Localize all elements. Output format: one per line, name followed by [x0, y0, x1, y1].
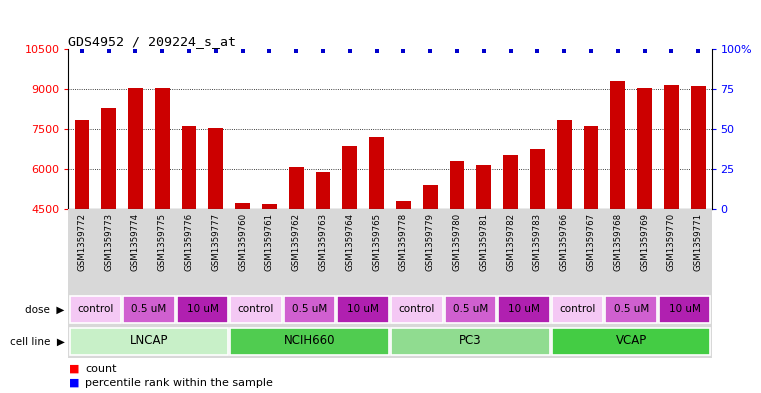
Text: control: control — [238, 304, 274, 314]
Text: GSM1359764: GSM1359764 — [345, 213, 355, 271]
Text: ■: ■ — [68, 378, 79, 388]
Bar — [75, 119, 89, 209]
Text: dose  ▶: dose ▶ — [25, 304, 65, 314]
Text: GSM1359768: GSM1359768 — [613, 213, 622, 271]
Bar — [498, 296, 549, 323]
Text: GSM1359783: GSM1359783 — [533, 213, 542, 271]
Bar — [231, 296, 282, 323]
Text: 10 uM: 10 uM — [508, 304, 540, 314]
Text: 0.5 uM: 0.5 uM — [292, 304, 327, 314]
Bar — [691, 86, 705, 209]
Text: GSM1359763: GSM1359763 — [319, 213, 327, 271]
Bar — [530, 149, 545, 209]
Text: control: control — [399, 304, 435, 314]
Text: GSM1359781: GSM1359781 — [479, 213, 489, 271]
Bar — [444, 296, 496, 323]
Text: GSM1359776: GSM1359776 — [185, 213, 193, 271]
Text: cell line  ▶: cell line ▶ — [10, 336, 65, 347]
Text: GSM1359780: GSM1359780 — [453, 213, 461, 271]
Bar — [231, 328, 389, 355]
Text: VCAP: VCAP — [616, 334, 647, 347]
Bar — [128, 88, 143, 209]
Text: percentile rank within the sample: percentile rank within the sample — [85, 378, 273, 388]
Bar — [503, 156, 518, 209]
Bar — [177, 296, 228, 323]
Bar — [182, 126, 196, 209]
Bar — [209, 128, 223, 209]
Bar — [396, 201, 411, 209]
Text: GSM1359760: GSM1359760 — [238, 213, 247, 271]
Bar — [557, 119, 572, 209]
Text: GSM1359769: GSM1359769 — [640, 213, 649, 271]
Text: GSM1359765: GSM1359765 — [372, 213, 381, 271]
Text: 10 uM: 10 uM — [669, 304, 701, 314]
Bar — [123, 296, 174, 323]
Bar — [552, 328, 711, 355]
Bar — [637, 88, 652, 209]
Text: GSM1359761: GSM1359761 — [265, 213, 274, 271]
Text: 0.5 uM: 0.5 uM — [613, 304, 649, 314]
Text: GSM1359771: GSM1359771 — [693, 213, 702, 271]
Text: GSM1359772: GSM1359772 — [78, 213, 87, 271]
Text: 10 uM: 10 uM — [186, 304, 218, 314]
Bar — [606, 296, 657, 323]
Text: control: control — [559, 304, 596, 314]
Text: GSM1359782: GSM1359782 — [506, 213, 515, 271]
Text: GSM1359773: GSM1359773 — [104, 213, 113, 271]
Text: GSM1359778: GSM1359778 — [399, 213, 408, 271]
Text: 0.5 uM: 0.5 uM — [453, 304, 488, 314]
Bar — [450, 162, 464, 209]
Text: PC3: PC3 — [459, 334, 482, 347]
Text: GSM1359766: GSM1359766 — [559, 213, 568, 271]
Bar — [391, 296, 443, 323]
Text: 10 uM: 10 uM — [347, 304, 379, 314]
Bar — [584, 126, 598, 209]
Bar — [69, 296, 121, 323]
Text: NCIH660: NCIH660 — [284, 334, 336, 347]
Bar — [316, 172, 330, 209]
Text: count: count — [85, 364, 116, 374]
Bar — [101, 108, 116, 209]
Text: GSM1359775: GSM1359775 — [158, 213, 167, 271]
Bar — [423, 185, 438, 209]
Bar — [369, 137, 384, 209]
Bar — [155, 88, 170, 209]
Bar — [337, 296, 389, 323]
Text: GDS4952 / 209224_s_at: GDS4952 / 209224_s_at — [68, 35, 237, 48]
Bar — [659, 296, 711, 323]
Bar — [342, 146, 357, 209]
Bar — [476, 165, 491, 209]
Bar — [235, 203, 250, 209]
Text: GSM1359774: GSM1359774 — [131, 213, 140, 271]
Text: GSM1359777: GSM1359777 — [212, 213, 221, 271]
Text: GSM1359779: GSM1359779 — [425, 213, 435, 271]
Bar — [69, 328, 228, 355]
Bar — [552, 296, 603, 323]
Text: GSM1359762: GSM1359762 — [291, 213, 301, 271]
Bar — [262, 204, 277, 209]
Bar — [610, 81, 625, 209]
Text: control: control — [77, 304, 113, 314]
Text: 0.5 uM: 0.5 uM — [131, 304, 167, 314]
Text: ■: ■ — [68, 364, 79, 374]
Text: LNCAP: LNCAP — [129, 334, 168, 347]
Text: GSM1359770: GSM1359770 — [667, 213, 676, 271]
Bar — [391, 328, 549, 355]
Bar — [284, 296, 336, 323]
Bar — [289, 167, 304, 209]
Text: GSM1359767: GSM1359767 — [587, 213, 595, 271]
Bar — [664, 85, 679, 209]
